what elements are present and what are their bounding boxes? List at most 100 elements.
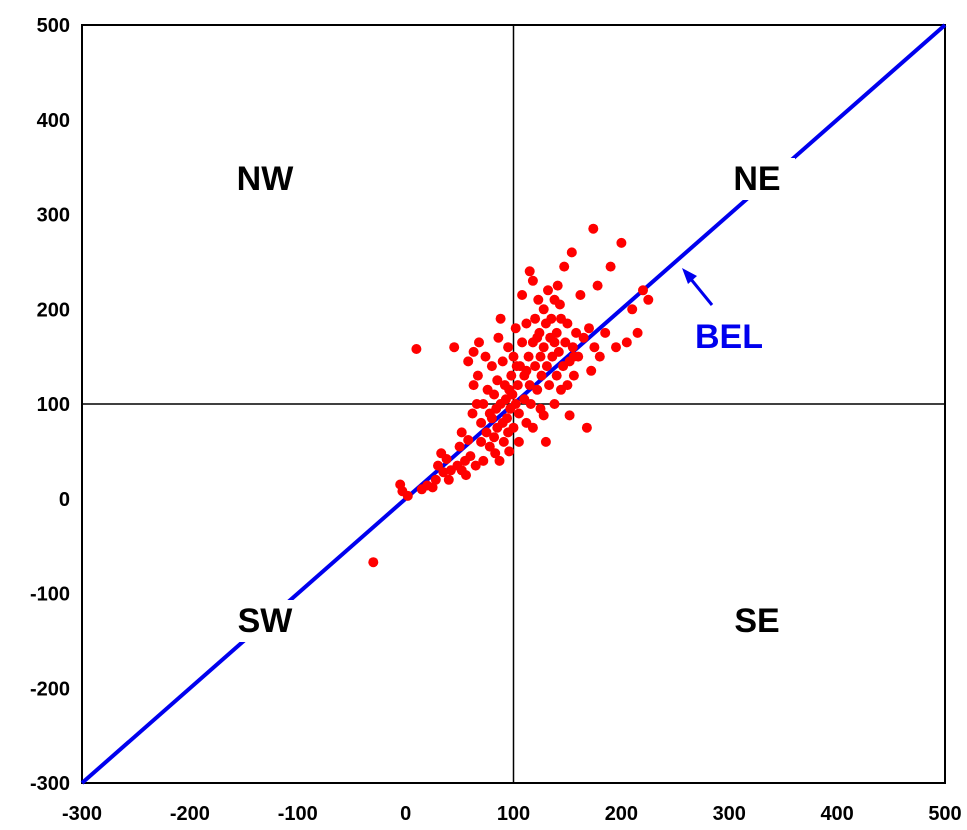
data-point [492,375,503,386]
data-point [535,351,546,362]
data-point [503,342,514,353]
data-point [559,261,570,272]
data-point [549,337,560,348]
data-point [586,365,597,376]
data-point [472,370,483,381]
data-point [538,410,549,421]
quadrant-label-bg-ne [719,158,795,200]
data-point [616,237,627,248]
data-point [568,351,579,362]
data-point [493,332,504,343]
x-tick-label: 400 [820,803,853,825]
data-point [562,318,573,329]
data-point [568,370,579,381]
data-point [546,313,557,324]
data-point [588,223,599,234]
quadrant-label-bg-se [719,600,795,642]
data-point [467,408,478,419]
quadrant-label-nw: NW [237,160,295,198]
x-tick-label: 500 [928,803,961,825]
data-point [478,455,489,466]
data-point [513,436,524,447]
data-point [527,422,538,433]
data-point [605,261,616,272]
data-point [478,399,489,409]
y-tick-label: 500 [37,15,70,37]
data-point [562,380,573,391]
data-point [521,365,532,376]
data-point [402,490,413,501]
quadrant-label-se: SE [734,602,779,640]
data-point [368,557,379,568]
data-point [461,470,471,481]
data-point [470,460,481,471]
data-point [611,342,621,353]
data-point [566,247,577,258]
data-point [517,290,528,300]
data-point [497,356,508,367]
data-point [443,474,454,485]
x-tick-label: 200 [605,803,638,825]
data-point [510,399,521,409]
data-point [530,313,541,324]
data-point [638,285,648,296]
data-point [468,346,479,357]
data-point [536,370,547,381]
data-point [600,327,611,338]
y-tick-label: 400 [37,110,70,132]
data-point [490,448,501,459]
y-tick-label: 200 [37,299,70,321]
bel-arrow-shaft [688,277,714,306]
data-point [589,342,600,353]
data-point [508,422,519,433]
data-point [476,436,487,447]
data-point [643,294,654,305]
x-tick-label: 0 [400,803,411,825]
data-point [540,436,551,447]
data-point [523,351,534,362]
data-point [494,455,505,466]
x-tick-label: 100 [497,803,530,825]
data-point [463,435,474,445]
data-point [567,342,578,353]
data-point [468,380,479,391]
data-point [538,304,549,315]
quadrant-label-bg-sw [227,600,303,642]
quadrant-label-sw: SW [238,602,294,640]
data-point [433,460,443,471]
data-point [571,327,582,338]
data-point [512,380,523,391]
data-point [481,427,492,438]
data-point [480,351,491,362]
data-point [521,318,532,329]
data-point [411,344,422,354]
data-point [517,337,528,348]
data-point [532,332,543,343]
data-point [575,290,586,300]
data-point [465,451,476,462]
data-point [506,370,517,381]
data-point [560,337,571,348]
data-point [554,299,565,310]
data-point [525,399,536,409]
x-tick-label: -200 [170,803,210,825]
quadrant-label-bg-nw [227,158,303,200]
data-point [621,337,632,348]
data-point [489,389,500,400]
data-point [592,280,603,291]
data-point [551,327,562,338]
data-point [632,327,643,338]
y-tick-label: 0 [59,489,70,511]
quadrant-label-ne: NE [733,160,780,198]
data-point [486,361,497,372]
data-point [530,361,541,372]
data-point [441,454,452,464]
data-point [498,436,509,447]
data-point [489,432,500,443]
data-point [564,410,575,421]
data-point [430,474,441,485]
bel-label: BEL [695,318,763,356]
y-tick-label: 100 [37,394,70,416]
y-tick-label: 300 [37,205,70,227]
